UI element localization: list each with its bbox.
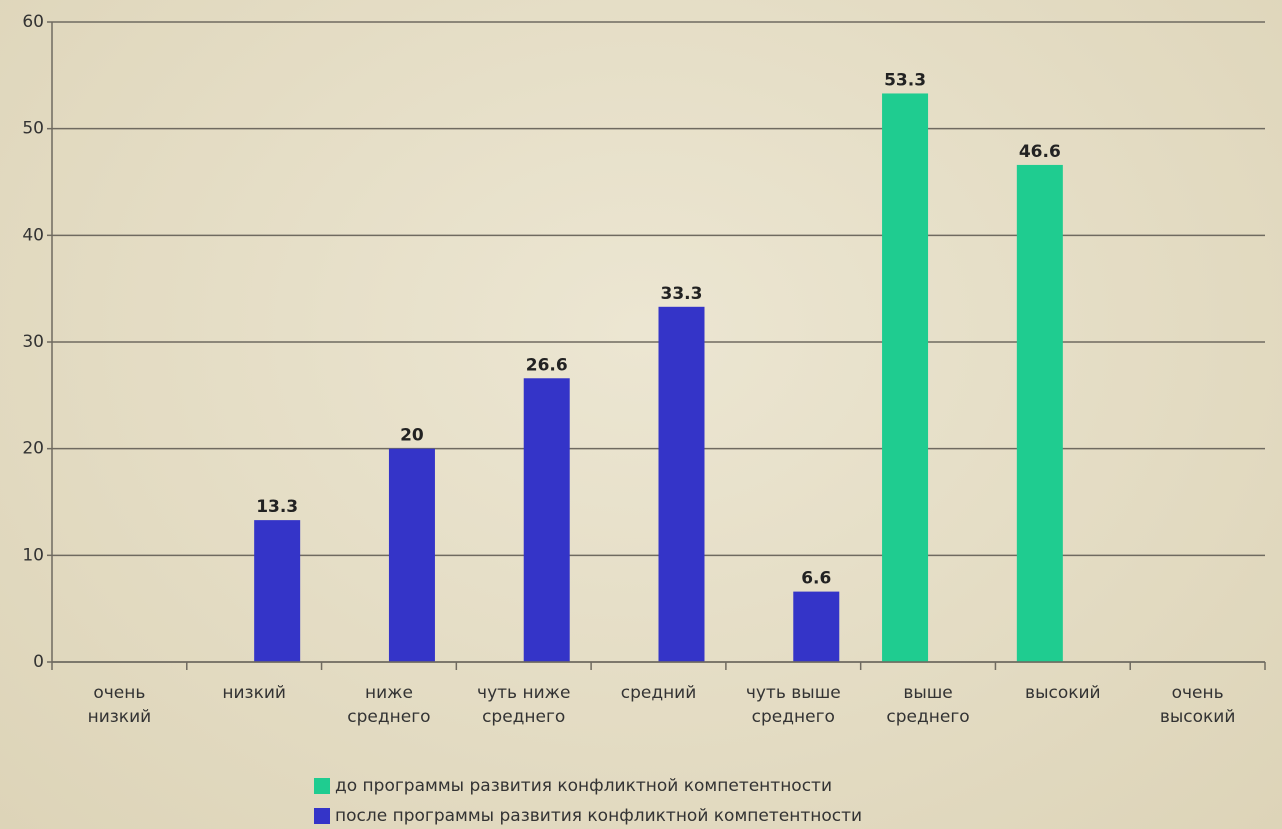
bar bbox=[523, 378, 570, 662]
bar bbox=[658, 306, 705, 662]
bar bbox=[254, 520, 301, 662]
x-tick-label: очень низкий bbox=[88, 683, 152, 727]
bar bbox=[1016, 164, 1063, 662]
value-label: 53.3 bbox=[884, 70, 926, 90]
bar bbox=[882, 93, 929, 662]
x-tick-label: ниже среднего bbox=[347, 683, 430, 727]
y-tick-label: 40 bbox=[22, 225, 44, 245]
x-tick-label: низкий bbox=[222, 683, 286, 703]
value-label: 6.6 bbox=[801, 569, 831, 589]
y-tick-label: 60 bbox=[22, 12, 44, 32]
legend-label: после программы развития конфликтной ком… bbox=[335, 806, 862, 826]
y-tick-label: 0 bbox=[33, 652, 44, 672]
y-tick-label: 20 bbox=[22, 439, 44, 459]
x-tick-label: выше среднего bbox=[886, 683, 969, 727]
x-tick-label: высокий bbox=[1025, 683, 1101, 703]
legend-swatch bbox=[314, 778, 330, 794]
value-label: 13.3 bbox=[256, 497, 298, 517]
legend-swatch bbox=[314, 808, 330, 824]
y-tick-label: 50 bbox=[22, 119, 44, 139]
x-tick-label: чуть выше среднего bbox=[746, 683, 841, 727]
value-label: 20 bbox=[400, 426, 424, 446]
x-tick-label: средний bbox=[621, 683, 697, 703]
x-tick-label: чуть ниже среднего bbox=[477, 683, 570, 727]
value-label: 26.6 bbox=[526, 355, 568, 375]
legend-label: до программы развития конфликтной компет… bbox=[335, 776, 832, 796]
x-tick-label: очень высокий bbox=[1160, 683, 1236, 727]
y-tick-label: 10 bbox=[22, 545, 44, 565]
value-label: 46.6 bbox=[1019, 142, 1061, 162]
bar bbox=[388, 448, 435, 662]
value-label: 33.3 bbox=[661, 284, 703, 304]
bar bbox=[793, 591, 840, 662]
y-tick-label: 30 bbox=[22, 332, 44, 352]
